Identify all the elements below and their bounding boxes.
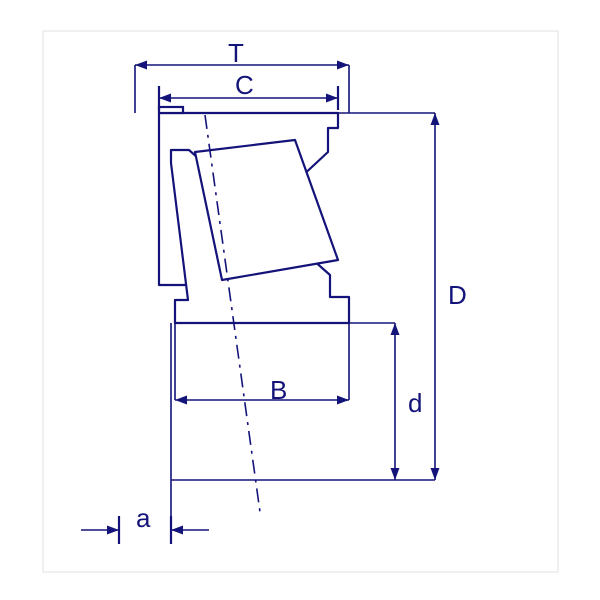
dim-label-B: B (270, 375, 287, 406)
dim-label-C: C (235, 70, 254, 101)
diagram-svg (0, 0, 600, 600)
dim-label-a: a (136, 503, 150, 534)
dim-label-d: d (408, 388, 422, 419)
dim-label-T: T (228, 38, 244, 69)
bearing-diagram: T C B a D d (0, 0, 600, 600)
dim-label-D: D (448, 280, 467, 311)
